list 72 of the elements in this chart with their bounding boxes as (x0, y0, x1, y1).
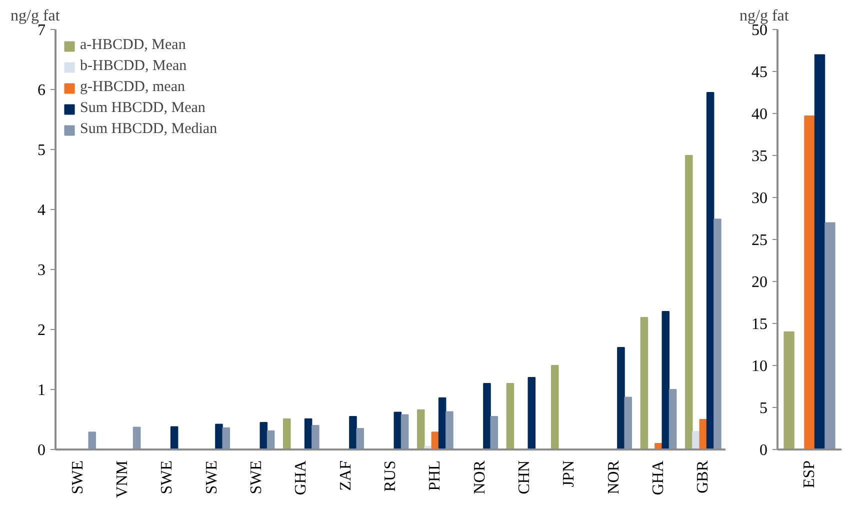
y-tick-label: 3 (38, 262, 46, 279)
bar (446, 411, 454, 450)
x-tick-label: GHA (650, 460, 667, 496)
y-tick-label: 5 (38, 142, 46, 159)
legend-label: b-HBCDD, Mean (80, 58, 187, 75)
legend-label: g-HBCDD, mean (80, 79, 185, 96)
bar (617, 347, 625, 450)
bar (528, 377, 536, 450)
x-tick-label: NOR (605, 460, 622, 494)
bar (266, 430, 275, 450)
bar (814, 54, 826, 450)
x-tick-label: ZAF (337, 460, 354, 491)
y-tick-label: 25 (752, 232, 768, 249)
bar (506, 383, 514, 450)
legend-label: a-HBCDD, Mean (80, 37, 186, 54)
bar (624, 396, 632, 450)
bar (692, 431, 700, 450)
y-tick-label: 0 (760, 442, 768, 459)
bar (170, 426, 178, 450)
y-tick-label: 4 (38, 202, 46, 219)
bar (706, 92, 714, 450)
bar (132, 426, 141, 450)
bar (804, 116, 815, 450)
y-tick-label: 2 (38, 322, 46, 339)
bar (438, 397, 446, 450)
x-tick-label: SWE (203, 460, 220, 494)
x-tick-label: CHN (516, 460, 533, 494)
bar (88, 432, 96, 450)
x-tick-label: SWE (158, 460, 176, 494)
x-tick-label: SWE (69, 460, 86, 494)
legend-label: Sum HBCDD, Mean (80, 100, 206, 117)
bar (784, 331, 794, 450)
bar (282, 418, 291, 450)
bar (312, 425, 320, 450)
y-tick-label: 10 (752, 358, 768, 375)
x-tick-label: GBR (694, 460, 712, 494)
bar (400, 414, 409, 450)
y-tick-label: 35 (752, 148, 768, 165)
x-tick-label: ESP (801, 460, 818, 488)
bar (222, 427, 230, 450)
y-tick-label: 20 (752, 274, 768, 291)
bar (684, 155, 693, 450)
y-tick-label: 5 (760, 400, 768, 417)
y-tick-label: 0 (38, 442, 46, 459)
y-axis-title: ng/g fat (10, 8, 60, 24)
bar (490, 416, 498, 450)
x-tick-label: GHA (292, 460, 310, 496)
bar (550, 365, 559, 450)
bar (356, 428, 364, 450)
bar (349, 416, 357, 450)
bar (714, 218, 722, 450)
y-tick-label: 7 (38, 22, 46, 39)
y-tick-label: 15 (752, 316, 768, 333)
bar (416, 409, 425, 450)
bar (662, 311, 670, 450)
legend-label: Sum HBCDD, Median (80, 121, 218, 138)
x-tick-label: SWE (248, 460, 265, 494)
x-tick-label: PHL (426, 460, 444, 491)
y-tick-label: 30 (752, 190, 768, 207)
y-axis-title: ng/g fat (740, 8, 790, 24)
bar (640, 317, 648, 450)
y-tick-label: 40 (752, 106, 768, 123)
y-tick-label: 45 (752, 64, 768, 81)
x-tick-label: VNM (114, 460, 131, 498)
x-tick-label: JPN (560, 460, 578, 488)
y-tick-label: 1 (38, 382, 46, 399)
x-tick-label: RUS (382, 460, 399, 492)
bar (668, 389, 677, 450)
bar (483, 383, 491, 450)
x-tick-label: NOR (471, 460, 488, 494)
bar (824, 222, 836, 450)
y-tick-label: 6 (38, 82, 46, 99)
